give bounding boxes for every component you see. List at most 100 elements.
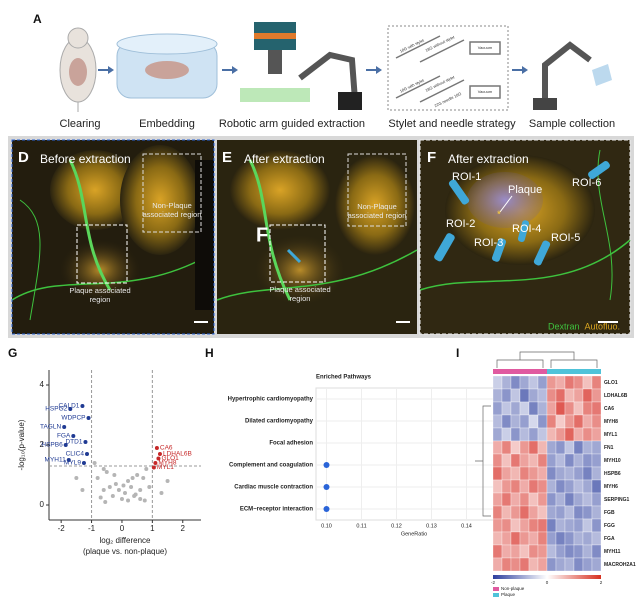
scale-label: 0 (546, 580, 549, 585)
heat-cell (519, 466, 530, 481)
panel-label: I (456, 346, 459, 360)
heat-cell (546, 375, 557, 390)
point (101, 488, 106, 492)
heat-cell (546, 453, 557, 468)
point (112, 473, 117, 477)
dendrogram (475, 405, 491, 517)
heat-cell (519, 531, 530, 546)
plot-area (315, 387, 513, 521)
dot (323, 462, 330, 468)
heat-cell (591, 505, 602, 520)
point (123, 491, 127, 495)
heat-cell (528, 518, 539, 533)
heat-cell (519, 453, 530, 468)
legend-label: Non-plaque (501, 586, 525, 591)
y-axis-label: -log₁₀(p-value) (17, 419, 26, 470)
heat-cell (555, 466, 566, 481)
heat-cell (528, 505, 539, 520)
heat-cell (573, 505, 584, 520)
heat-cell (546, 544, 557, 559)
heat-cell (591, 375, 602, 390)
heat-cell (537, 388, 548, 403)
region-label: Non-Plaque (357, 202, 397, 211)
heat-cell (582, 388, 593, 403)
heat-cell (573, 440, 584, 455)
point (126, 498, 131, 503)
group-bar (538, 369, 547, 374)
photo-d (11, 139, 215, 335)
point (147, 485, 152, 489)
gene-label: CLIC4 (66, 451, 85, 458)
heat-cell (537, 557, 548, 572)
heat-cell (510, 479, 521, 494)
heat-cell (555, 401, 566, 416)
group-bar (502, 369, 511, 374)
x-tick-label: 2 (181, 524, 186, 533)
gene-label: WDPCP (61, 415, 85, 422)
heat-cell (510, 440, 521, 455)
asterisk: * (497, 210, 501, 221)
heat-cell (501, 414, 512, 429)
photo-f: * (419, 139, 631, 335)
category-label: Dilated cardiomyopathy (245, 419, 314, 425)
heat-cell (510, 492, 521, 507)
heat-cell (492, 375, 503, 390)
region-label: region (290, 294, 311, 303)
heat-cell (582, 453, 593, 468)
heat-cell (582, 466, 593, 481)
row-label: FN1 (604, 445, 614, 451)
step-label: Sample collection (529, 118, 615, 130)
heat-cell (528, 544, 539, 559)
heat-cell (591, 388, 602, 403)
heat-cell (591, 401, 602, 416)
group-bar (565, 369, 574, 374)
heat-cell (546, 440, 557, 455)
point (138, 497, 143, 501)
heat-cell (510, 453, 521, 468)
category-label: Complement and coagulation (229, 463, 313, 469)
heat-cell (528, 388, 539, 403)
heat-cell (510, 531, 521, 546)
heat-cell (537, 453, 548, 468)
point (121, 483, 126, 488)
row-label: HSPB6 (604, 471, 621, 477)
panel-title: Before extraction (40, 152, 131, 166)
point (71, 434, 76, 438)
heat-cell (546, 427, 557, 442)
point (85, 452, 89, 456)
step-label: Stylet and needle strategy (388, 118, 516, 130)
heat-cell (582, 505, 593, 520)
heat-cell (519, 492, 530, 507)
point (157, 452, 162, 456)
point (133, 492, 138, 497)
heat-cell (582, 492, 593, 507)
heat-cell (564, 492, 575, 507)
heat-cell (555, 544, 566, 559)
heat-cell (537, 492, 548, 507)
heat-cell (573, 544, 584, 559)
heat-cell (501, 440, 512, 455)
x-tick-label: 0.11 (356, 523, 366, 529)
point (144, 467, 149, 471)
heat-cell (492, 427, 503, 442)
heat-cell (573, 518, 584, 533)
heat-cell (519, 505, 530, 520)
heat-cell (519, 375, 530, 390)
heat-cell (555, 414, 566, 429)
x-tick-label: 0.12 (391, 523, 402, 529)
heat-cell (501, 427, 512, 442)
point (107, 485, 112, 489)
x-axis-label: GeneRatio (401, 531, 427, 537)
arrow (98, 66, 114, 74)
heat-cell (501, 375, 512, 390)
heat-cell (564, 466, 575, 481)
heat-cell (591, 518, 602, 533)
heat-cell (546, 414, 557, 429)
panel-label: A (33, 12, 42, 26)
group-bar (511, 369, 520, 374)
heat-cell (546, 505, 557, 520)
point (110, 494, 115, 498)
heat-cell (582, 518, 593, 533)
group-bar (583, 369, 592, 374)
plaque-label: Plaque (508, 184, 542, 196)
